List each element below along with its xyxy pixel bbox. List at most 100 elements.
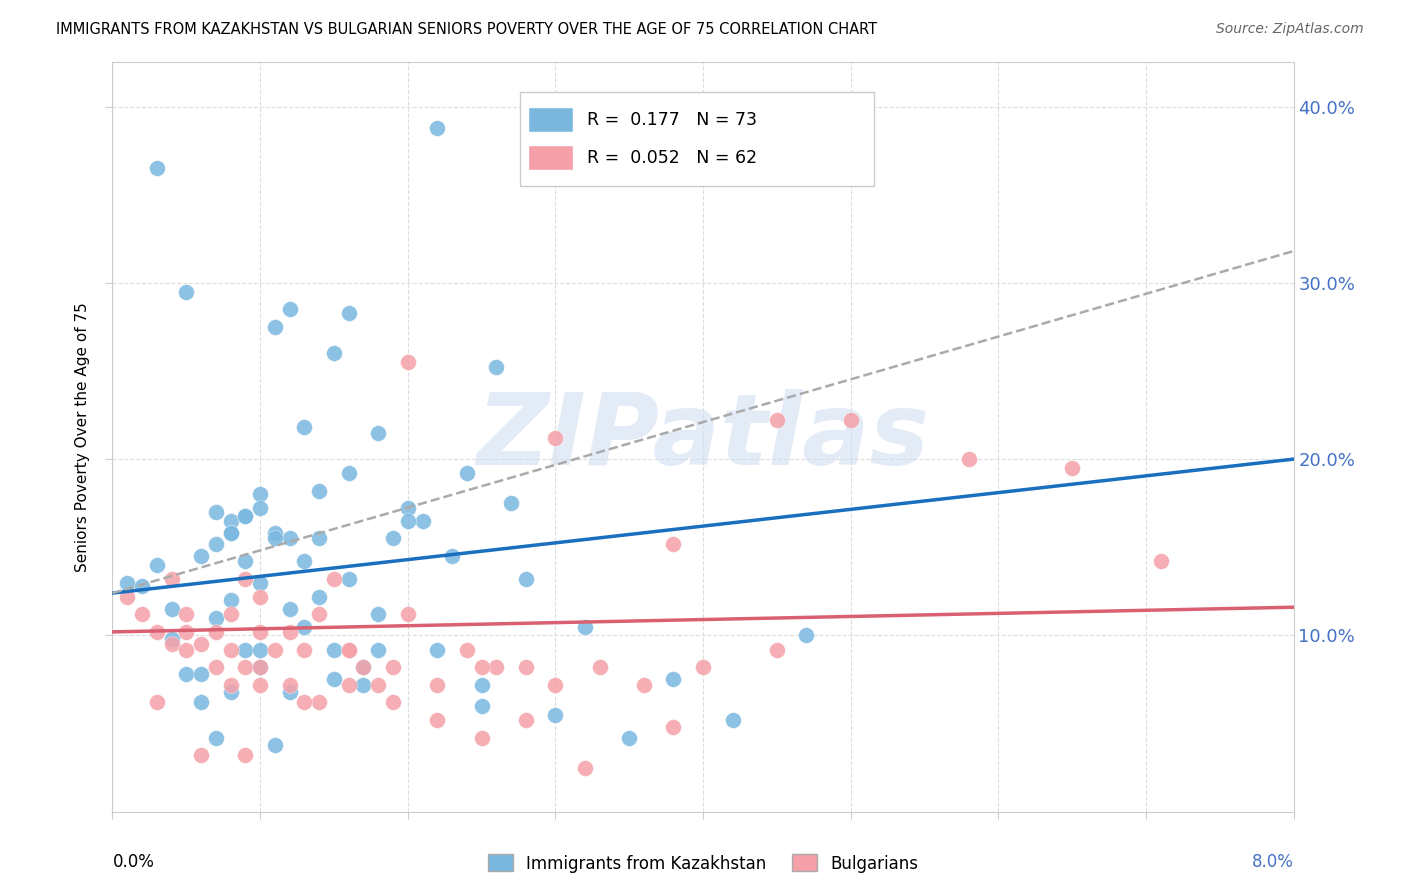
Point (367, 607, 389, 622)
Point (323, 642, 346, 657)
Point (337, 642, 360, 657)
Point (396, 514, 419, 528)
Point (219, 593, 242, 607)
Point (337, 642, 360, 657)
Point (205, 505, 228, 519)
Point (471, 731, 494, 745)
Point (544, 707, 567, 722)
Point (117, 590, 138, 604)
Point (308, 483, 330, 498)
Point (205, 660, 228, 674)
Point (131, 607, 153, 622)
Point (264, 319, 287, 334)
Point (219, 678, 242, 692)
Text: IMMIGRANTS FROM KAZAKHSTAN VS BULGARIAN SENIORS POVERTY OVER THE AGE OF 75 CORRE: IMMIGRANTS FROM KAZAKHSTAN VS BULGARIAN … (56, 22, 877, 37)
Point (219, 526, 242, 541)
Point (190, 667, 212, 681)
Point (1150, 554, 1173, 568)
Point (323, 346, 346, 360)
Text: R =  0.052   N = 62: R = 0.052 N = 62 (588, 149, 758, 167)
Point (1062, 461, 1084, 475)
Point (396, 501, 419, 516)
Point (515, 572, 537, 586)
Point (205, 611, 228, 625)
Point (662, 673, 685, 687)
Point (515, 660, 537, 674)
Point (456, 642, 478, 657)
Point (382, 660, 405, 674)
Point (249, 501, 271, 516)
Point (233, 642, 256, 657)
Point (352, 678, 374, 692)
Point (146, 558, 169, 572)
Point (219, 685, 242, 699)
Point (292, 642, 315, 657)
Point (174, 642, 197, 657)
Point (471, 698, 494, 713)
Point (249, 660, 271, 674)
Point (249, 624, 271, 639)
Point (117, 575, 138, 590)
Point (619, 731, 641, 745)
Point (205, 624, 228, 639)
Point (264, 532, 287, 546)
Point (131, 579, 153, 593)
Point (174, 607, 197, 622)
Point (396, 607, 419, 622)
Point (352, 660, 374, 674)
Point (426, 120, 449, 135)
Point (249, 575, 271, 590)
Point (382, 695, 405, 709)
Point (839, 413, 862, 427)
Point (456, 467, 478, 481)
Point (323, 572, 346, 586)
Point (574, 761, 596, 775)
Point (308, 532, 330, 546)
Point (426, 678, 449, 692)
Point (205, 537, 228, 551)
Point (662, 720, 685, 734)
Point (264, 738, 287, 752)
Point (352, 660, 374, 674)
Point (264, 526, 287, 541)
Point (633, 678, 655, 692)
Point (190, 695, 212, 709)
Point (264, 642, 287, 657)
FancyBboxPatch shape (520, 93, 875, 186)
Point (205, 731, 228, 745)
Point (574, 619, 596, 633)
Point (249, 678, 271, 692)
Point (219, 514, 242, 528)
Point (249, 590, 271, 604)
Point (249, 660, 271, 674)
Point (337, 306, 360, 320)
Point (765, 413, 787, 427)
Point (485, 660, 508, 674)
Point (957, 452, 980, 467)
Point (292, 695, 315, 709)
Point (292, 420, 315, 434)
Point (308, 695, 330, 709)
Point (426, 713, 449, 727)
Point (426, 642, 449, 657)
Point (233, 572, 256, 586)
Point (278, 685, 301, 699)
Point (174, 667, 197, 681)
Point (233, 508, 256, 523)
Point (485, 360, 508, 375)
Legend: Immigrants from Kazakhstan, Bulgarians: Immigrants from Kazakhstan, Bulgarians (481, 847, 925, 880)
Text: R =  0.177   N = 73: R = 0.177 N = 73 (588, 112, 758, 129)
Text: Source: ZipAtlas.com: Source: ZipAtlas.com (1216, 22, 1364, 37)
Point (515, 713, 537, 727)
Point (233, 508, 256, 523)
Point (233, 660, 256, 674)
FancyBboxPatch shape (529, 145, 574, 169)
Point (278, 602, 301, 616)
Point (190, 637, 212, 651)
Point (367, 425, 389, 440)
Point (160, 632, 183, 646)
Text: 0.0%: 0.0% (112, 853, 155, 871)
Point (219, 642, 242, 657)
Point (278, 624, 301, 639)
Point (588, 660, 610, 674)
